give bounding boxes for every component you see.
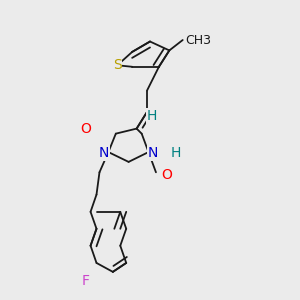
Text: N: N: [99, 146, 109, 160]
Text: S: S: [113, 58, 122, 72]
Text: H: H: [171, 146, 181, 160]
Text: N: N: [148, 146, 158, 160]
Text: H: H: [146, 109, 157, 123]
Text: F: F: [82, 274, 90, 288]
Text: O: O: [161, 168, 172, 182]
Text: O: O: [81, 122, 92, 136]
Text: CH3: CH3: [186, 34, 212, 46]
